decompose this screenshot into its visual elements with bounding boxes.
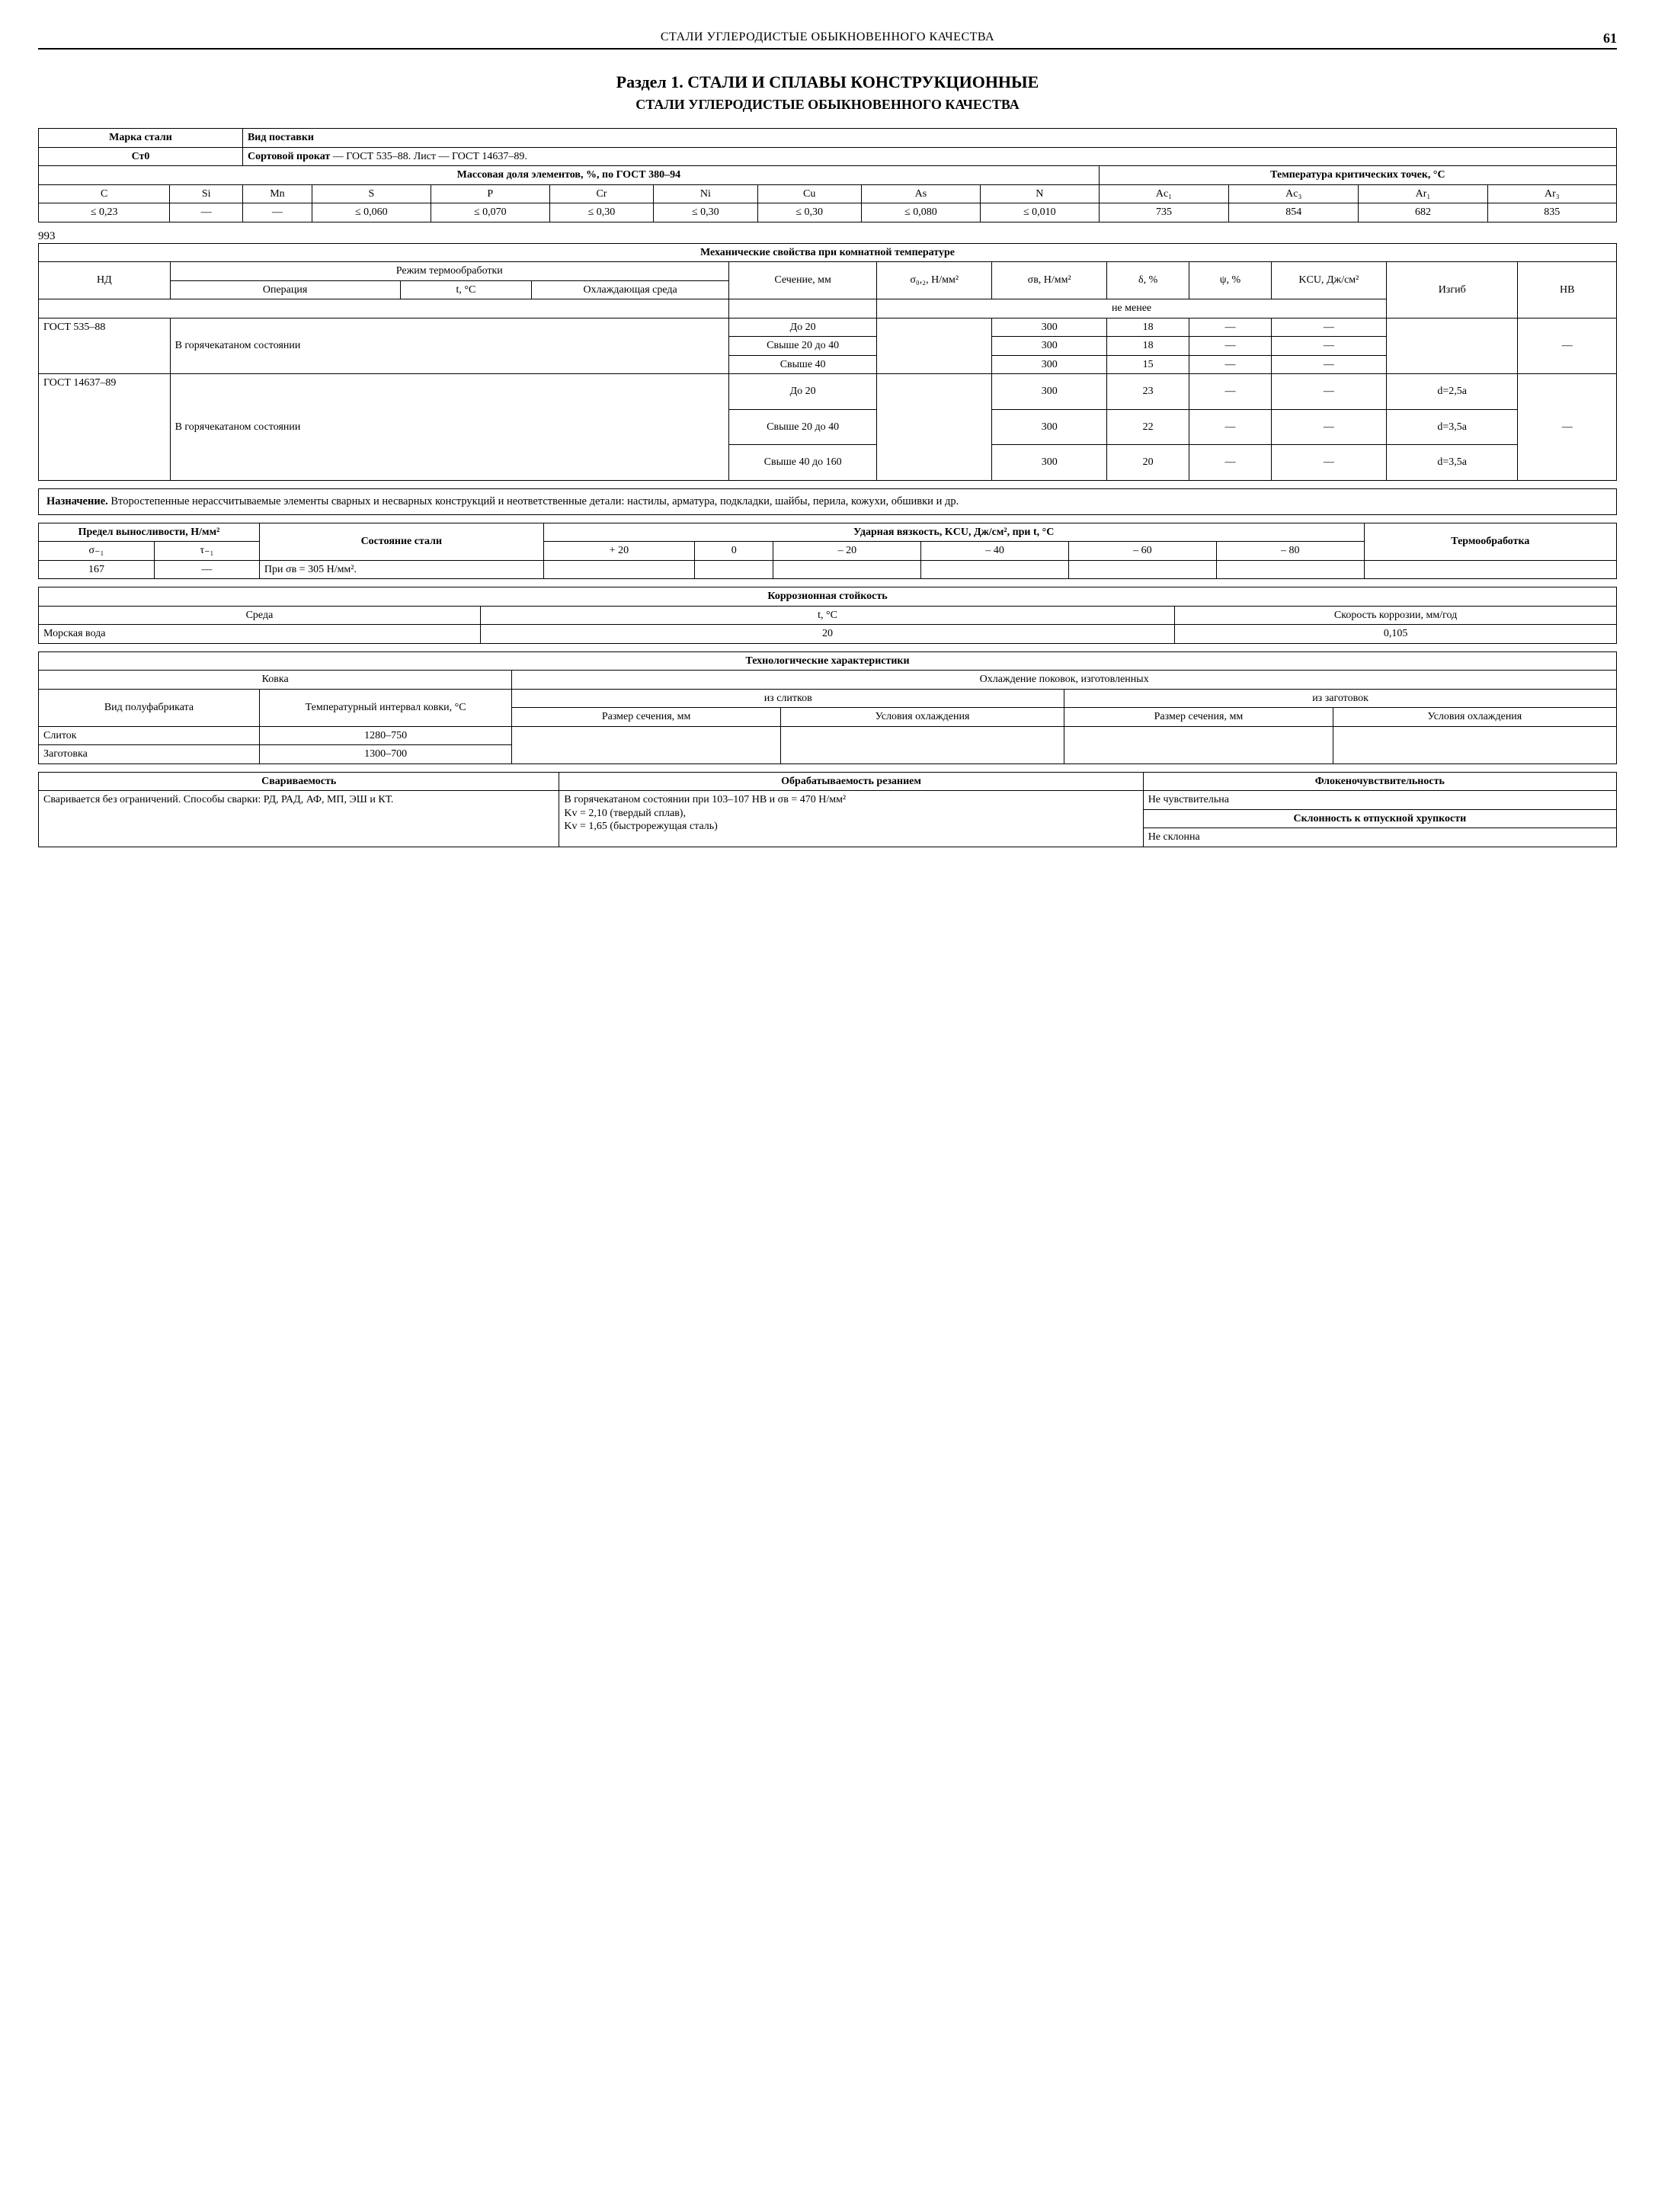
label-grade: Марка стали: [39, 129, 243, 148]
table-row: ГОСТ 535–88 В горячекатаном состоянии До…: [39, 318, 1617, 337]
label-supply: Вид поставки: [242, 129, 1616, 148]
weld-table: Свариваемость Обрабатываемость резанием …: [38, 772, 1617, 847]
crit-temp-header: Температура критических точек, °С: [1099, 166, 1616, 185]
running-title: СТАЛИ УГЛЕРОДИСТЫЕ ОБЫКНОВЕННОГО КАЧЕСТВ…: [69, 30, 1586, 46]
mech-table: Механические свойства при комнатной темп…: [38, 243, 1617, 481]
table-row: Слиток 1280–750: [39, 726, 1617, 745]
page-header: СТАЛИ УГЛЕРОДИСТЫЕ ОБЫКНОВЕННОГО КАЧЕСТВ…: [38, 30, 1617, 50]
section-subtitle: СТАЛИ УГЛЕРОДИСТЫЕ ОБЫКНОВЕННОГО КАЧЕСТВ…: [38, 97, 1617, 113]
corrosion-table: Коррозионная стойкость Среда t, °С Скоро…: [38, 587, 1617, 644]
page-number: 61: [1586, 30, 1617, 46]
grade-value: Ст0: [39, 147, 243, 166]
table-row: 167 — При σв = 305 Н/мм².: [39, 560, 1617, 579]
machinability-cell: В горячекатаном состоянии при 103–107 HB…: [559, 791, 1143, 847]
purpose-label: Назначение.: [46, 495, 108, 507]
table-row: ГОСТ 14637–89 В горячекатаном состоянии …: [39, 374, 1617, 410]
table-row: Морская вода 20 0,105: [39, 625, 1617, 644]
mech-title: Механические свойства при комнатной темп…: [39, 243, 1617, 262]
grade-table: Марка стали Вид поставки Ст0 Сортовой пр…: [38, 128, 1617, 222]
purpose-text: Второстепенные нерассчитываемые элементы…: [108, 495, 959, 507]
mass-fraction-header: Массовая доля элементов, %, по ГОСТ 380–…: [39, 166, 1100, 185]
purpose-box: Назначение. Второстепенные нерассчитывае…: [38, 488, 1617, 515]
composition-value-row: ≤ 0,23 — — ≤ 0,060 ≤ 0,070 ≤ 0,30 ≤ 0,30…: [39, 203, 1617, 222]
section-title: Раздел 1. СТАЛИ И СПЛАВЫ КОНСТРУКЦИОННЫЕ: [38, 72, 1617, 92]
endurance-table: Предел выносливости, Н/мм² Состояние ста…: [38, 523, 1617, 580]
composition-header-row: C Si Mn S P Cr Ni Cu As N Ac₁ Ac₃ Ar₁ Ar…: [39, 184, 1617, 203]
tech-table: Технологические характеристики Ковка Охл…: [38, 651, 1617, 764]
supply-value: Сортовой прокат — ГОСТ 535–88. Лист — ГО…: [242, 147, 1616, 166]
